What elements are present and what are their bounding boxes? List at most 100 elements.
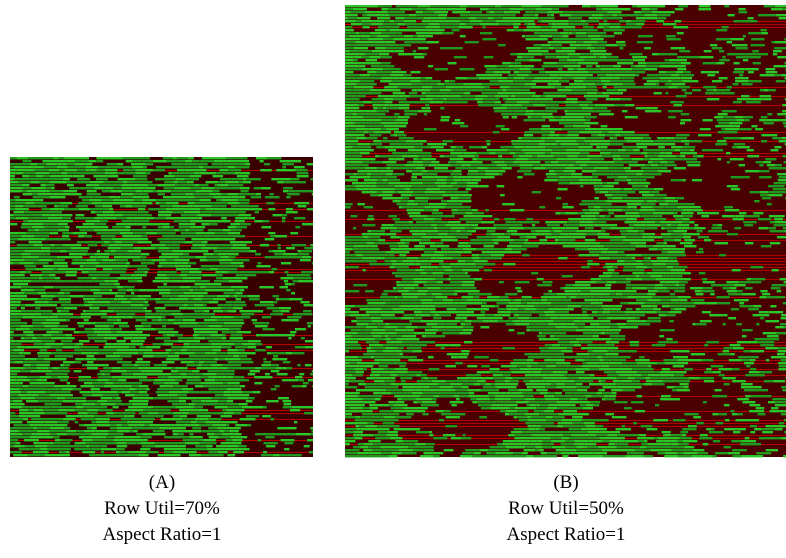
- cell-row: [587, 92, 597, 94]
- cell-row: [608, 191, 621, 193]
- cell-row: [519, 71, 532, 73]
- cell-row: [384, 125, 390, 127]
- cell-row: [413, 278, 423, 280]
- cell-row: [19, 181, 26, 183]
- cell-row: [512, 143, 526, 145]
- cell-row: [664, 242, 667, 244]
- cell-row: [354, 251, 365, 253]
- cell-row: [91, 334, 97, 336]
- cell-row: [480, 176, 495, 178]
- cell-row: [345, 50, 350, 52]
- cell-row: [75, 358, 84, 360]
- cell-row: [345, 80, 360, 82]
- cell-row: [25, 202, 34, 204]
- cell-row: [137, 376, 148, 378]
- cell-row: [14, 196, 20, 198]
- cell-row: [189, 358, 201, 360]
- cell-row: [625, 275, 636, 277]
- cell-row: [559, 11, 563, 13]
- cell-row: [110, 280, 118, 282]
- cell-row: [31, 364, 36, 366]
- cell-row: [95, 265, 102, 267]
- cell-row: [597, 218, 612, 220]
- cell-row: [52, 334, 65, 336]
- cell-row: [114, 334, 129, 336]
- cell-row: [222, 433, 229, 435]
- cell-row: [730, 158, 744, 160]
- cell-row: [234, 316, 240, 318]
- cell-row: [659, 266, 667, 268]
- cell-row: [10, 214, 14, 216]
- cell-row: [535, 137, 541, 139]
- cell-row: [390, 104, 394, 106]
- cell-row: [397, 134, 402, 136]
- cell-row: [541, 98, 553, 100]
- cell-row: [214, 250, 223, 252]
- cell-row: [241, 247, 250, 249]
- cell-row: [428, 170, 433, 172]
- cell-row: [133, 430, 137, 432]
- cell-row: [568, 53, 581, 55]
- cell-row: [728, 137, 741, 139]
- cell-row: [218, 400, 227, 402]
- cell-row: [768, 194, 782, 196]
- cell-row: [642, 194, 654, 196]
- cell-row: [121, 238, 135, 240]
- cell-row: [550, 131, 555, 133]
- cell-row: [428, 266, 438, 268]
- cell-row: [231, 391, 242, 393]
- cell-row: [65, 442, 70, 444]
- cell-row: [246, 400, 253, 402]
- cell-row: [614, 206, 625, 208]
- cell-row: [56, 349, 62, 351]
- cell-row: [667, 266, 673, 268]
- cell-row: [605, 71, 618, 73]
- cell-row: [106, 436, 115, 438]
- cell-row: [422, 170, 428, 172]
- cell-row: [680, 152, 693, 154]
- cell-row: [417, 35, 424, 37]
- cell-row: [266, 445, 275, 447]
- cell-row: [50, 226, 65, 228]
- cell-row: [430, 89, 440, 91]
- cell-row: [381, 77, 394, 79]
- cell-row: [179, 325, 190, 327]
- cell-row: [166, 385, 169, 387]
- cell-row: [561, 26, 575, 28]
- cell-row: [230, 241, 240, 243]
- cell-row: [126, 352, 138, 354]
- cell-row: [404, 35, 413, 37]
- cell-row: [345, 20, 356, 22]
- cell-row: [760, 89, 764, 91]
- cell-row: [31, 280, 44, 282]
- cell-row: [65, 247, 71, 249]
- cell-row: [241, 190, 249, 192]
- cell-row: [251, 196, 262, 198]
- cell-row: [400, 239, 412, 241]
- cell-row: [138, 352, 143, 354]
- cell-row: [36, 250, 40, 252]
- cell-row: [228, 214, 238, 216]
- cell-row: [517, 17, 521, 19]
- cell-row: [655, 209, 668, 211]
- cell-row: [522, 56, 529, 58]
- cell-row: [187, 379, 201, 381]
- cell-row: [563, 11, 576, 13]
- cell-row: [782, 110, 786, 112]
- cell-row: [603, 182, 607, 184]
- cell-row: [463, 248, 476, 250]
- cell-row: [107, 400, 122, 402]
- cell-row: [172, 172, 180, 174]
- cell-row: [56, 265, 68, 267]
- cell-row: [354, 44, 367, 46]
- cell-row: [669, 86, 678, 88]
- cell-row: [62, 217, 71, 219]
- cell-row: [448, 161, 456, 163]
- cell-row: [228, 277, 233, 279]
- cell-row: [494, 161, 501, 163]
- cell-row: [13, 262, 19, 264]
- cell-row: [424, 209, 433, 211]
- cell-row: [642, 236, 647, 238]
- cell-row: [122, 424, 129, 426]
- cell-row: [548, 17, 555, 19]
